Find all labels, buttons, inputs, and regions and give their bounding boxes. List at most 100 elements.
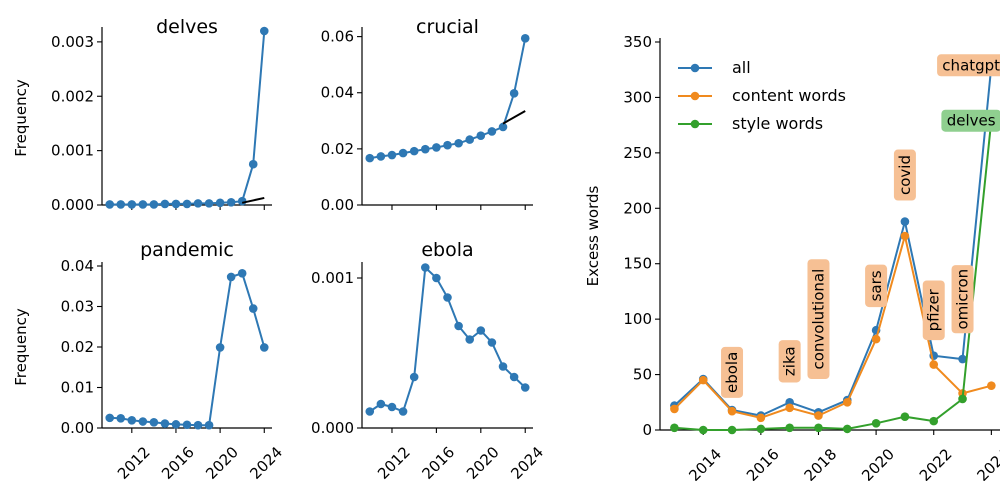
data-point [929, 360, 939, 369]
data-point [259, 26, 269, 36]
data-point [900, 217, 910, 226]
data-point [670, 423, 679, 433]
legend-swatch-marker [690, 91, 700, 101]
chart-panel-3: 0.000 0.001 2012 2016 2020 2024 ebola [311, 239, 547, 481]
annotation-box [721, 346, 744, 398]
data-point [443, 293, 452, 302]
trend-line [241, 196, 265, 204]
data-point [116, 200, 126, 209]
annotation-box [937, 54, 1000, 77]
y-axis-label: Excess words [584, 185, 602, 286]
x-tick-label: 2020 [202, 443, 242, 481]
data-point [215, 343, 225, 352]
data-point [487, 127, 497, 136]
annotation-box [941, 109, 1000, 132]
data-point [149, 418, 159, 427]
y-tick-label: 0.02 [321, 140, 354, 158]
data-point [376, 152, 386, 161]
data-point [398, 148, 408, 158]
data-point [248, 304, 258, 313]
annotation-label: delves [941, 109, 1000, 132]
data-point [138, 417, 148, 426]
data-point [182, 199, 192, 209]
y-tick-label: 200 [623, 199, 652, 217]
x-tick-label: 2024 [973, 445, 1000, 481]
data-point [871, 419, 881, 428]
annotation-text: omicron [954, 269, 972, 330]
data-point [420, 263, 430, 272]
data-point [465, 135, 475, 144]
annotation-text: convolutional [809, 269, 827, 370]
y-tick-label: 0.00 [321, 196, 354, 214]
data-point [116, 413, 126, 423]
legend-swatch-marker [690, 119, 700, 129]
trend-line [502, 110, 526, 125]
data-point [127, 200, 137, 209]
chart-panel-4: 0 50 100 150 200 250 300 350 2014 2016 2018 2020 202… [584, 33, 1000, 481]
series-line-style-words [674, 119, 993, 431]
data-point [149, 200, 159, 209]
y-tick-label: 0.002 [51, 87, 94, 105]
y-tick-label: 0.01 [61, 379, 94, 397]
y-tick-label: 150 [623, 255, 652, 273]
data-point [215, 198, 225, 208]
annotation-text: sars [867, 270, 885, 301]
y-tick-label: 0.001 [51, 142, 94, 160]
y-tick-label: 250 [623, 144, 652, 162]
data-point [842, 424, 852, 434]
data-point [226, 272, 236, 282]
data-point [454, 321, 463, 331]
data-point [409, 372, 419, 382]
annotation-text: covid [896, 155, 914, 195]
annotation-text: delves [947, 112, 996, 130]
y-tick-label: 0.000 [311, 419, 354, 437]
data-point [105, 200, 115, 209]
data-point [432, 143, 441, 152]
x-tick-label: 2016 [158, 443, 198, 481]
data-point [509, 89, 519, 98]
annotation-label: covid [893, 149, 916, 201]
data-point [237, 268, 247, 278]
y-tick-label: 350 [623, 33, 652, 51]
data-point [387, 402, 397, 412]
data-point [900, 412, 910, 421]
data-point [785, 423, 794, 433]
data-point [259, 343, 269, 352]
data-point [814, 411, 823, 420]
panel-title: ebola [421, 239, 473, 261]
panel-title: delves [156, 16, 218, 38]
annotation-box [778, 340, 801, 383]
data-point [498, 362, 508, 371]
annotation-text: pfizer [925, 288, 943, 331]
data-point [476, 131, 486, 140]
series-line [109, 30, 266, 206]
series-line [369, 265, 526, 413]
annotation-label: convolutional [807, 259, 830, 380]
x-tick-label: 2020 [858, 445, 898, 481]
data-point [900, 231, 910, 241]
data-point [487, 338, 497, 347]
data-point [171, 420, 181, 429]
data-point [443, 140, 452, 150]
x-tick-label: 2016 [419, 443, 459, 481]
annotation-label: pfizer [922, 280, 945, 341]
data-point [842, 397, 852, 407]
annotation-label: ebola [721, 346, 744, 398]
data-point [987, 381, 996, 390]
data-point [432, 273, 441, 283]
data-point [420, 144, 430, 154]
annotation-text: zika [781, 346, 799, 376]
y-tick-label: 0.06 [321, 28, 354, 46]
panel-title: pandemic [140, 239, 234, 261]
chart-panel-1: 0.00 0.02 0.04 0.06 crucial [321, 16, 533, 214]
data-point [409, 146, 419, 156]
data-point [465, 335, 475, 344]
data-point [929, 416, 939, 426]
data-point [756, 413, 766, 423]
y-tick-label: 100 [623, 310, 652, 328]
x-tick-label: 2014 [685, 445, 725, 481]
legend-label: style words [732, 114, 823, 133]
legend: all content words style words [678, 58, 846, 133]
data-point [498, 122, 508, 132]
annotation-text: chatgpt [942, 56, 1000, 74]
